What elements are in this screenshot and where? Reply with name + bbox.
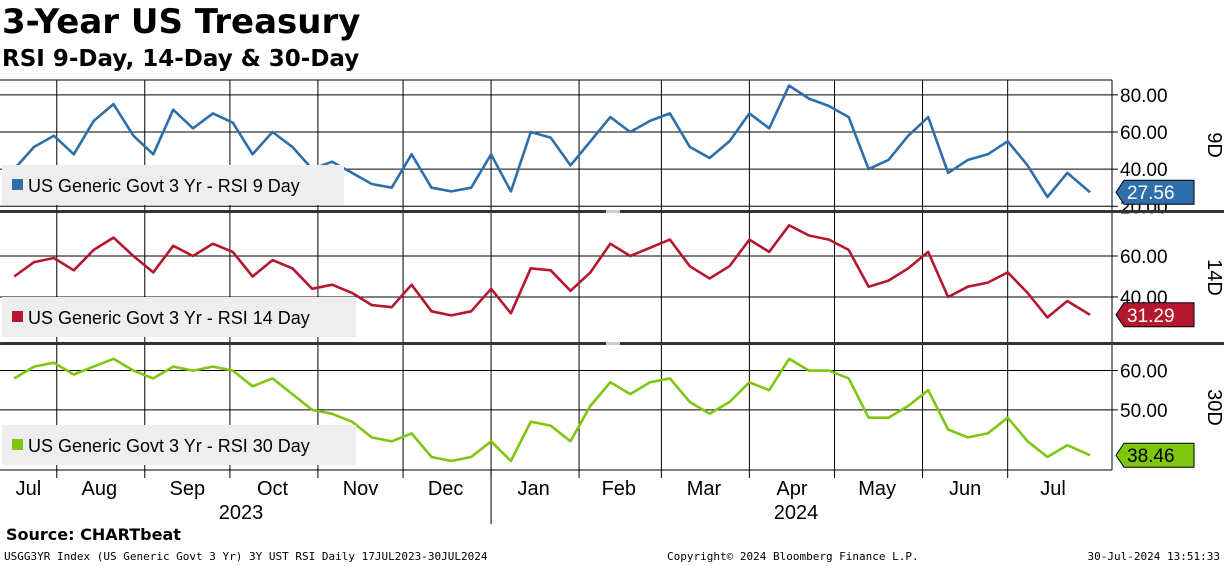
last-value-label: 38.46 [1127, 446, 1175, 467]
rsi-series-line [13, 224, 1091, 319]
y-tick-label: 60.00 [1120, 123, 1168, 144]
x-month-label: Jul [1040, 478, 1066, 500]
x-month-label: Apr [776, 478, 807, 500]
x-month-label: Aug [82, 478, 118, 500]
x-month-label: Sep [170, 478, 206, 500]
y-tick-label: 80.00 [1120, 86, 1168, 107]
legend-box [2, 165, 344, 205]
rsi-series-line [13, 84, 1091, 199]
footer-copyright: Copyright© 2024 Bloomberg Finance L.P. [667, 550, 919, 563]
y-tick-label: 50.00 [1120, 401, 1168, 422]
legend-box [2, 297, 356, 337]
rsi-series-line [13, 357, 1091, 463]
footer-timestamp: 30-Jul-2024 13:51:33 [1087, 550, 1220, 563]
footer-index-info: USGG3YR Index (US Generic Govt 3 Yr) 3Y … [4, 550, 488, 563]
x-month-label: Jul [16, 478, 42, 500]
y-tick-label: 60.00 [1120, 247, 1168, 268]
legend-swatch [12, 179, 23, 190]
panel-label: 30D [1203, 389, 1224, 426]
last-value-tag [1115, 302, 1195, 328]
x-month-label: Jan [518, 478, 550, 500]
legend-label: US Generic Govt 3 Yr - RSI 9 Day [28, 176, 300, 196]
chart-subtitle: RSI 9-Day, 14-Day & 30-Day [2, 46, 360, 72]
x-month-label: Mar [687, 478, 722, 500]
legend-swatch [12, 439, 23, 450]
legend-label: US Generic Govt 3 Yr - RSI 14 Day [28, 308, 310, 328]
last-value-tag [1115, 179, 1195, 205]
panel-separator-grip [606, 210, 620, 213]
x-month-label: Oct [257, 478, 289, 500]
panel-label: 14D [1203, 259, 1224, 296]
last-value-tag [1115, 442, 1195, 468]
x-month-label: Nov [343, 478, 379, 500]
chart-title: 3-Year US Treasury [2, 2, 361, 42]
legend-box [2, 425, 356, 465]
x-year-label: 2023 [219, 502, 264, 524]
x-month-label: Dec [428, 478, 464, 500]
x-month-label: May [858, 478, 896, 500]
x-year-label: 2024 [774, 502, 819, 524]
last-value-label: 27.56 [1127, 183, 1175, 204]
x-month-label: Feb [602, 478, 636, 500]
legend-label: US Generic Govt 3 Yr - RSI 30 Day [28, 436, 310, 456]
last-value-label: 31.29 [1127, 306, 1175, 327]
y-tick-label: 40.00 [1120, 160, 1168, 181]
panel-label: 9D [1203, 132, 1224, 158]
y-tick-label: 60.00 [1120, 362, 1168, 383]
source-note: Source: CHARTbeat [6, 525, 181, 544]
legend-swatch [12, 311, 23, 322]
panel-separator-grip [606, 342, 620, 345]
x-month-label: Jun [949, 478, 981, 500]
